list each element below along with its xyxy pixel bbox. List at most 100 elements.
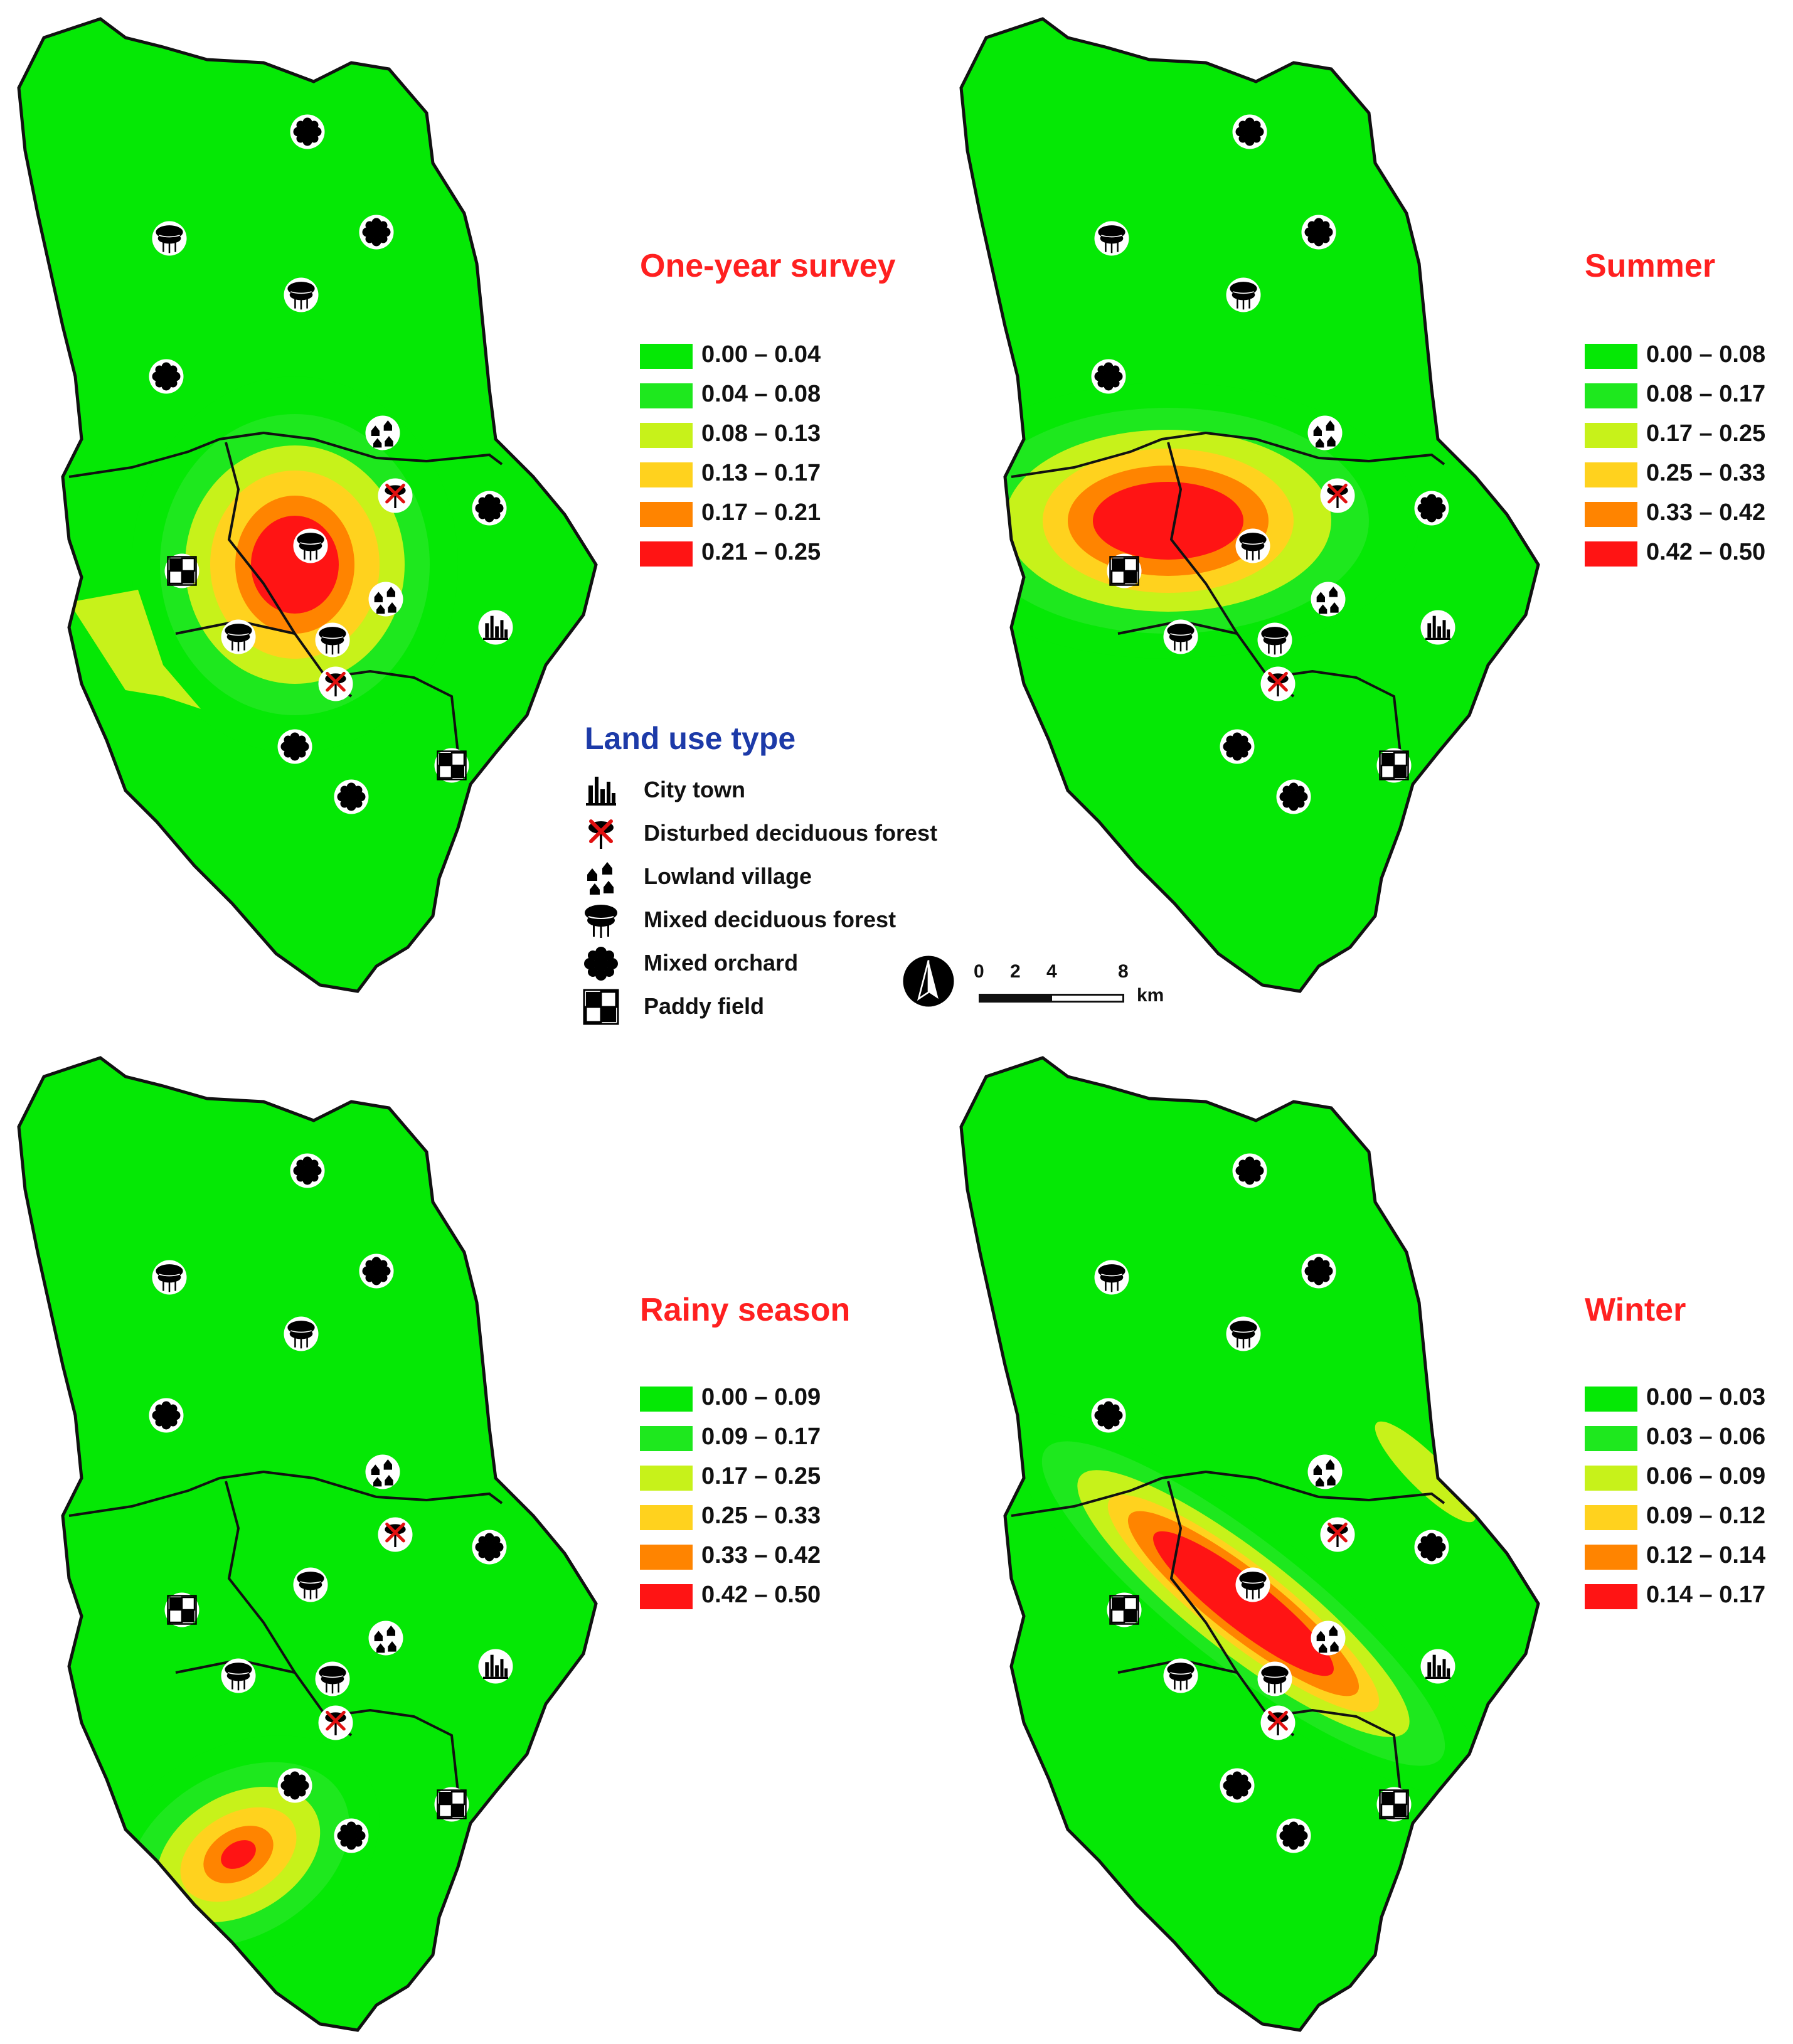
land-use-legend-title: Land use type [585,721,796,756]
mixed-orchard-icon [1231,1152,1269,1190]
contour-band [69,590,201,709]
legend-swatch [640,1426,693,1451]
legend-swatch [1585,462,1637,487]
paddy-field-icon [1375,747,1413,784]
legend-swatch [1585,1466,1637,1491]
mixed-forest-icon [220,1657,257,1695]
legend-range: 0.08 – 0.17 [1646,381,1766,407]
legend-range: 0.13 – 0.17 [701,460,821,486]
legend-swatch [1585,344,1637,369]
legend-range: 0.42 – 0.50 [1646,539,1766,565]
mixed-forest-icon [292,1566,329,1604]
mixed-orchard-icon [147,1397,185,1434]
mixed-orchard-icon [1275,778,1312,816]
legend-swatch [640,1505,693,1530]
legend-range: 0.17 – 0.25 [1646,420,1766,447]
mixed-orchard-icon [333,1817,370,1855]
legend-swatch [1585,1387,1637,1412]
district-boundary [1011,431,1445,478]
scale-line [979,994,1124,1003]
mixed-orchard-icon [471,1528,508,1566]
map-canvas [17,17,598,993]
map-summer [942,0,1570,1004]
study-area-outline [17,1056,598,2032]
scale-tick: 2 [1010,961,1021,982]
mixed-orchard-icon [289,113,326,151]
district-boundary [68,431,503,478]
legend-range: 0.00 – 0.04 [701,341,821,368]
mixed-orchard-icon [276,728,314,765]
land-use-label: Disturbed deciduous forest [644,820,938,846]
mixed-forest-icon [292,527,329,565]
contour-band [1153,1531,1334,1676]
disturbed-forest-icon [1259,665,1297,703]
legend-swatch [1585,1505,1637,1530]
legend-swatch [1585,423,1637,448]
study-area-outline [17,17,598,993]
mixed-orchard-icon [358,213,395,251]
paddy-field-icon [163,1591,201,1629]
mixed-orchard-icon [333,778,370,816]
lowland-village-icon [364,414,402,452]
district-boundary [68,1470,503,1517]
lowland-village-icon [367,1619,405,1657]
map-one-year-survey [0,0,627,1004]
lowland-village-icon [367,580,405,618]
mixed-forest-icon [220,618,257,656]
land-use-label: Paddy field [644,993,765,1019]
city-town-icon [1419,609,1457,646]
legend-range: 0.17 – 0.25 [701,1463,821,1489]
mixed-forest-icon [314,1660,351,1698]
scale-segment [1016,996,1052,1001]
legend-swatch [640,462,693,487]
land-use-label: City town [644,777,745,802]
legend-range: 0.00 – 0.08 [1646,341,1766,368]
disturbed-forest-icon [376,1516,414,1553]
mixed-forest-icon [151,220,188,257]
lowland-village-icon [1306,414,1344,452]
legend-swatch [1585,383,1637,408]
mixed-orchard-icon [289,1152,326,1190]
disturbed-forest-icon [1259,1704,1297,1742]
legend-range: 0.09 – 0.12 [1646,1503,1766,1529]
mixed-forest-icon [1162,1657,1200,1695]
mixed-orchard-icon [1413,1528,1450,1566]
mixed-forest-icon [1093,220,1131,257]
paddy-field-icon [433,1786,471,1823]
land-use-label: Mixed orchard [644,950,799,976]
legend-range: 0.42 – 0.50 [701,1582,821,1608]
mixed-orchard-icon [1090,1397,1127,1434]
mixed-forest-icon [1234,1566,1272,1604]
lowland-village-icon [364,1453,402,1491]
city-town-icon [477,1647,514,1685]
mixed-orchard-icon [358,1252,395,1290]
mixed-orchard-icon [1300,1252,1338,1290]
legend-swatch [640,344,693,369]
map-rainy-season [0,1039,627,2043]
paddy-field-icon [163,552,201,590]
map-canvas [17,1056,598,2032]
study-area-outline [959,17,1540,993]
mixed-forest-icon [1234,527,1272,565]
legend-swatch [1585,541,1637,567]
mixed-orchard-icon [147,358,185,395]
mixed-orchard-icon [1413,489,1450,527]
legend-range: 0.33 – 0.42 [1646,499,1766,526]
land-use-label: Mixed deciduous forest [644,907,896,932]
panel-title-winter: Winter [1585,1292,1686,1328]
legend-range: 0.33 – 0.42 [701,1542,821,1568]
mixed-forest-icon [1256,621,1294,659]
mixed-orchard-icon [582,945,620,982]
legend-range: 0.04 – 0.08 [701,381,821,407]
legend-range: 0.08 – 0.13 [701,420,821,447]
scale-unit: km [1137,985,1164,1006]
panel-title-summer: Summer [1585,248,1716,284]
mixed-orchard-icon [1090,358,1127,395]
north-arrow-icon [901,954,956,1009]
legend-range: 0.21 – 0.25 [701,539,821,565]
legend-range: 0.17 – 0.21 [701,499,821,526]
disturbed-forest-icon [317,665,354,703]
legend-range: 0.06 – 0.09 [1646,1463,1766,1489]
legend-swatch [1585,1545,1637,1570]
